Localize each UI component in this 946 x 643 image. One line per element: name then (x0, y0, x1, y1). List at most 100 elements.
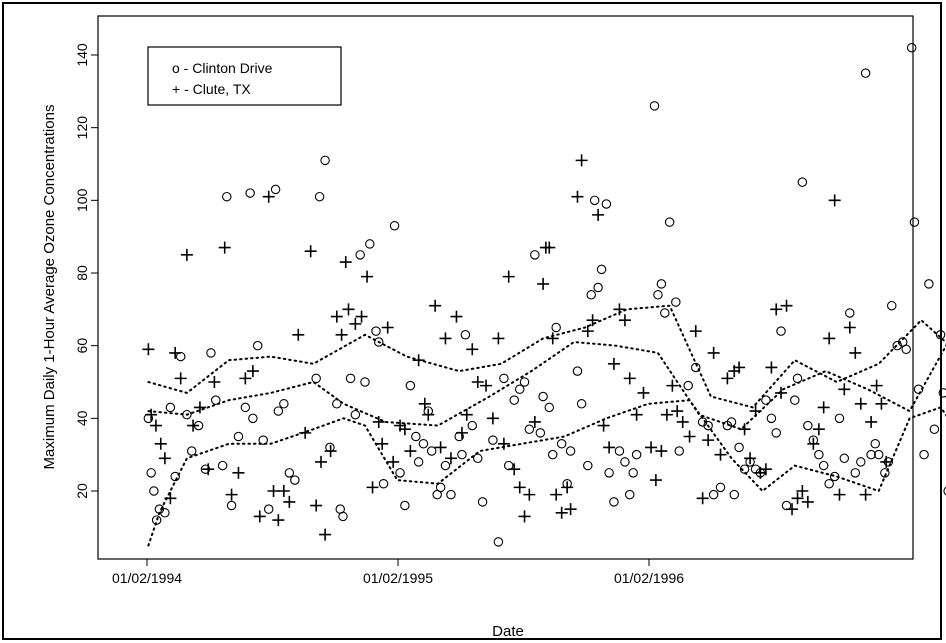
clinton-drive-point (473, 453, 483, 464)
clinton-drive-point (514, 384, 525, 395)
clinton-drive-point (395, 468, 405, 478)
clinton-drive-point (660, 308, 670, 318)
x-tick-label: 01/02/1996 (614, 570, 684, 586)
legend-entry-clinton-drive: o - Clinton Drive (172, 60, 273, 76)
clute-tx-point (480, 379, 493, 392)
legend-entry-clute-tx: + - Clute, TX (172, 81, 251, 97)
clute-tx-point (607, 357, 620, 370)
clinton-drive-point (365, 239, 375, 249)
clinton-drive-point (674, 446, 685, 456)
clinton-drive-point (413, 457, 424, 467)
clinton-drive-point (596, 264, 607, 275)
clute-tx-point (246, 365, 259, 378)
clinton-drive-point (170, 471, 180, 482)
clinton-drive-point (739, 464, 750, 474)
clinton-drive-point (435, 482, 446, 493)
clinton-drive-point (671, 297, 681, 307)
clinton-drive-point (771, 428, 781, 438)
clinton-drive-point (248, 413, 258, 424)
clute-tx-point (630, 408, 643, 421)
clute-tx-point (765, 361, 778, 374)
clinton-drive-point (814, 449, 824, 460)
clute-tx-point (376, 437, 389, 450)
clute-tx-point (492, 332, 505, 345)
clinton-drive-point (182, 409, 192, 420)
clinton-drive-point (258, 435, 268, 445)
clute-tx-point (833, 488, 846, 501)
clinton-drive-point (350, 409, 361, 420)
clinton-drive-point (860, 68, 871, 78)
clute-tx-point (418, 397, 431, 410)
clinton-drive-point (776, 326, 786, 336)
clute-tx-point (422, 408, 435, 421)
clute-tx-point (660, 408, 673, 421)
clinton-drive-point (206, 348, 216, 358)
clute-tx-point (404, 445, 417, 458)
clute-tx-point (581, 325, 594, 338)
clute-tx-point (561, 481, 574, 494)
smooth-line-lower (147, 399, 946, 547)
y-tick-label: 140 (74, 43, 90, 67)
clinton-drive-point (850, 468, 861, 478)
clinton-drive-point (426, 446, 437, 456)
clinton-drive-point (761, 395, 771, 405)
clinton-drive-point (935, 330, 946, 340)
clinton-drive-point (628, 468, 638, 478)
clinton-drive-point (252, 340, 263, 351)
clinton-drive-point (263, 504, 274, 514)
clinton-drive-point (604, 468, 614, 478)
plot-area (97, 15, 914, 560)
clute-tx-point (537, 277, 550, 290)
clinton-drive-point (708, 489, 719, 500)
clinton-drive-point (624, 489, 635, 500)
clinton-drive-point (715, 482, 726, 493)
clinton-drive-point (792, 373, 803, 384)
clute-tx-point (550, 488, 563, 501)
clinton-drive-point (790, 395, 800, 405)
clute-tx-point (838, 383, 851, 396)
clute-tx-point (749, 405, 762, 418)
clinton-drive-point (519, 377, 530, 387)
clute-tx-point (817, 401, 830, 414)
clute-tx-point (304, 245, 317, 258)
clinton-drive-point (818, 460, 829, 471)
clinton-drive-point (683, 380, 693, 391)
clinton-drive-point (400, 500, 410, 511)
smooth-line-upper (147, 304, 946, 409)
clinton-drive-point (373, 337, 384, 347)
clinton-drive-point (913, 384, 924, 395)
clute-tx-point (603, 441, 616, 454)
clinton-drive-point (418, 439, 429, 449)
clute-tx-point (683, 430, 696, 443)
clute-tx-point (292, 328, 305, 341)
clute-tx-point (335, 328, 348, 341)
clute-tx-point (528, 415, 541, 428)
clinton-drive-point (583, 460, 593, 471)
clinton-drive-point (834, 413, 845, 424)
clinton-drive-point (273, 406, 284, 416)
clinton-drive-point (467, 420, 478, 431)
clute-tx-point (613, 303, 626, 316)
clinton-drive-point (631, 449, 642, 460)
clinton-drive-point (572, 366, 583, 376)
clute-tx-point (702, 434, 715, 447)
clute-tx-point (145, 408, 158, 421)
clute-tx-point (193, 401, 206, 414)
clute-tx-point (859, 488, 872, 501)
clute-tx-point (324, 445, 337, 458)
clinton-drive-point (530, 250, 540, 260)
x-tick-label: 01/02/1995 (363, 570, 433, 586)
clute-tx-point (555, 506, 568, 519)
clinton-drive-point (314, 191, 325, 202)
smooth-lines (147, 304, 946, 547)
clinton-drive-point (440, 460, 451, 471)
clinton-drive-point (556, 439, 567, 449)
clinton-drive-point (614, 446, 625, 456)
clute-tx-point (546, 332, 559, 345)
clinton-drive-point (149, 486, 159, 496)
clute-tx-point (854, 397, 867, 410)
legend: o - Clinton Drive + - Clute, TX (147, 46, 342, 106)
clute-tx-point (366, 481, 379, 494)
clinton-drive-point (284, 468, 295, 478)
